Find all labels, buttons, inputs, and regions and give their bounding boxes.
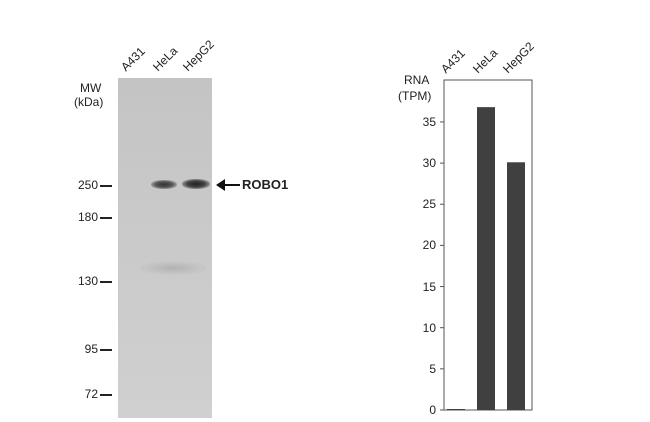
band-hepg2-250: [182, 179, 210, 189]
bar-a431: [447, 409, 465, 410]
y-axis-label-rna: RNA: [404, 73, 430, 87]
y-tick-label-30: 30: [422, 156, 436, 171]
band-hela-250: [151, 180, 177, 189]
marker-tick-130: [100, 281, 112, 283]
blot-membrane: [118, 78, 212, 418]
y-tick-label-35: 35: [422, 114, 436, 129]
marker-label-72: 72: [84, 387, 98, 401]
target-protein-label: ROBO1: [242, 177, 289, 192]
y-axis-label-tpm: (TPM): [398, 89, 432, 103]
y-tick-label-5: 5: [429, 361, 436, 376]
marker-label-130: 130: [77, 274, 98, 288]
marker-label-180: 180: [77, 210, 98, 224]
marker-tick-72: [100, 394, 112, 396]
marker-label-250: 250: [77, 178, 98, 192]
marker-tick-180: [100, 217, 112, 219]
marker-tick-95: [100, 349, 112, 351]
mw-label: MW: [80, 81, 102, 95]
y-tick-label-10: 10: [422, 320, 436, 335]
marker-tick-250: [100, 185, 112, 187]
y-tick-label-25: 25: [422, 197, 436, 212]
faint-band-130: [140, 261, 206, 275]
y-tick-label-20: 20: [422, 238, 436, 253]
bar-hepg2: [507, 162, 525, 410]
bar-hela: [477, 107, 495, 411]
arrow-left-icon: [216, 179, 240, 191]
y-tick-label-15: 15: [422, 279, 436, 294]
y-tick-label-0: 0: [429, 403, 436, 417]
marker-label-95: 95: [84, 342, 98, 356]
kda-label: (kDa): [74, 95, 104, 109]
